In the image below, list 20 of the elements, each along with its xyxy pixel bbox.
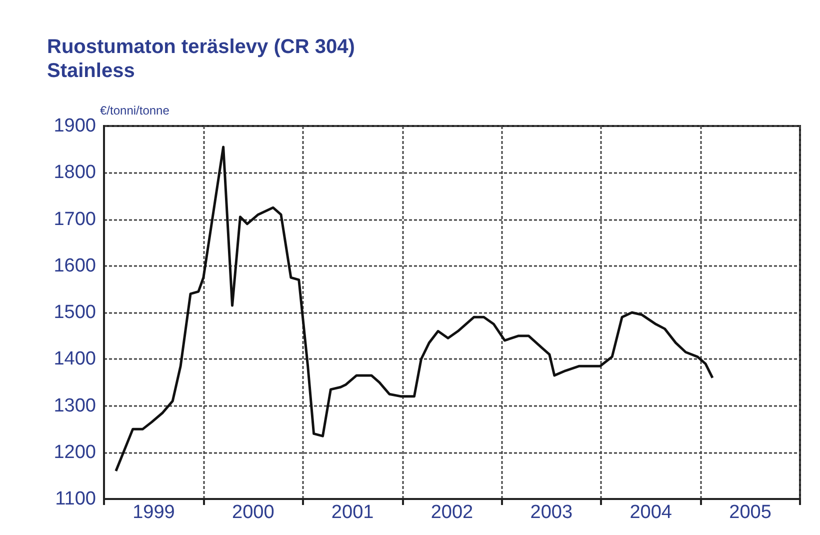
y-tick-label: 1500 — [54, 302, 96, 323]
x-tick-label: 2005 — [729, 502, 772, 523]
x-tick-label: 2002 — [430, 502, 474, 523]
y-tick-label: 1600 — [54, 255, 96, 276]
y-tick-label: 1700 — [54, 208, 96, 230]
y-tick-label: 1100 — [55, 488, 96, 510]
y-axis-title: €/tonni/tonne — [100, 104, 170, 118]
x-tick-label: 2004 — [630, 502, 672, 523]
line-series — [114, 146, 714, 472]
chart-subtitle: Stainless — [47, 60, 135, 82]
x-tick-label: 2000 — [232, 502, 274, 523]
y-tick-label: 1900 — [54, 116, 96, 136]
y-tick-label: 1300 — [54, 395, 96, 416]
y-tick-label: 1800 — [54, 162, 96, 184]
chart-title: Ruostumaton teräslevy (CR 304) — [47, 36, 355, 58]
y-tick-label: 1400 — [54, 348, 96, 370]
x-tick-label: 2001 — [331, 502, 374, 523]
x-tick-label: 2003 — [530, 502, 573, 523]
x-tick-label: 1999 — [132, 502, 175, 523]
y-tick-label: 1200 — [54, 442, 96, 463]
